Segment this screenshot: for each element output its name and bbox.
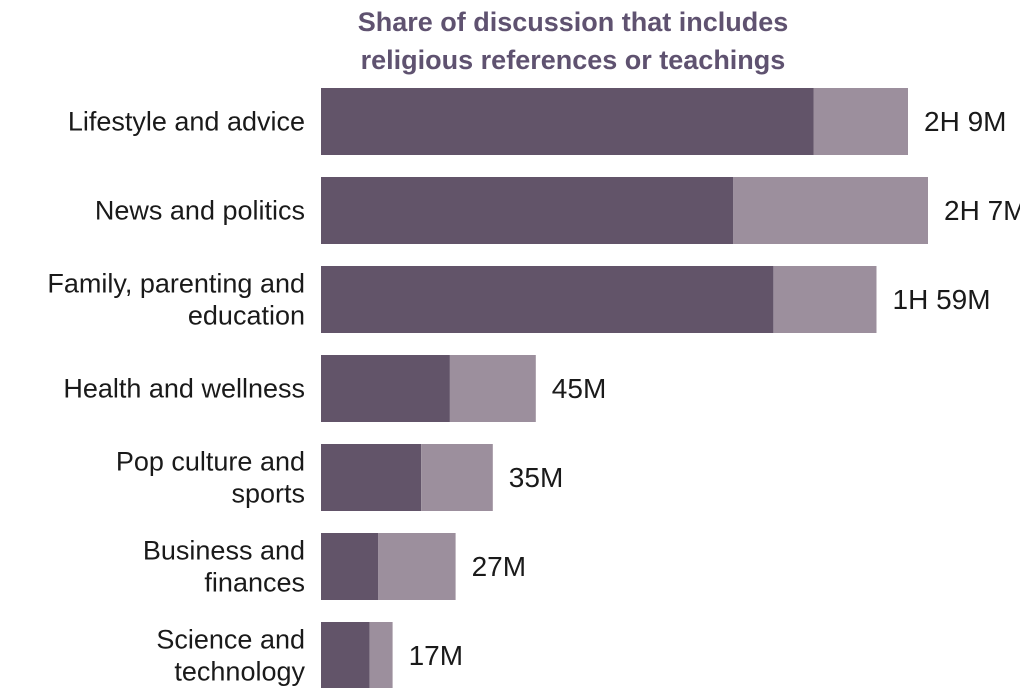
bar-segment-2-1 bbox=[813, 88, 908, 155]
category-label-5-line-2: sports bbox=[231, 479, 305, 509]
value-label-6: 27M bbox=[472, 551, 526, 582]
value-label-4: 45M bbox=[552, 373, 606, 404]
bar-segment-1-4 bbox=[321, 355, 450, 422]
value-label-1: 2H 9M bbox=[924, 106, 1006, 137]
bar-segment-2-5 bbox=[421, 444, 493, 511]
value-label-2: 2H 7M bbox=[944, 195, 1020, 226]
category-label-6-line-1: Business and bbox=[143, 536, 305, 566]
value-label-5: 35M bbox=[509, 462, 563, 493]
chart-title-line-2: religious references or teachings bbox=[360, 45, 786, 75]
value-label-3: 1H 59M bbox=[893, 284, 991, 315]
category-label-7-line-1: Science and bbox=[156, 625, 305, 655]
bar-segment-1-2 bbox=[321, 177, 734, 244]
bar-segment-2-3 bbox=[773, 266, 877, 333]
bar-segment-1-5 bbox=[321, 444, 422, 511]
chart-title-line-1: Share of discussion that includes bbox=[357, 7, 789, 37]
bar-segment-1-6 bbox=[321, 533, 379, 600]
bar-segment-2-4 bbox=[449, 355, 536, 422]
bar-segment-2-2 bbox=[733, 177, 928, 244]
bar-segment-1-7 bbox=[321, 622, 370, 688]
category-label-7-line-2: technology bbox=[174, 657, 305, 687]
category-label-4: Health and wellness bbox=[63, 374, 305, 404]
bar-segment-2-6 bbox=[378, 533, 456, 600]
bar-segment-1-1 bbox=[321, 88, 814, 155]
bar-segment-1-3 bbox=[321, 266, 774, 333]
bar-segment-2-7 bbox=[369, 622, 393, 688]
category-label-1: Lifestyle and advice bbox=[68, 107, 305, 137]
category-label-2: News and politics bbox=[95, 196, 305, 226]
value-label-7: 17M bbox=[409, 640, 463, 671]
category-label-3-line-2: education bbox=[188, 301, 305, 331]
category-label-6-line-2: finances bbox=[204, 568, 305, 598]
category-label-5-line-1: Pop culture and bbox=[116, 447, 305, 477]
category-label-3-line-1: Family, parenting and bbox=[47, 269, 305, 299]
